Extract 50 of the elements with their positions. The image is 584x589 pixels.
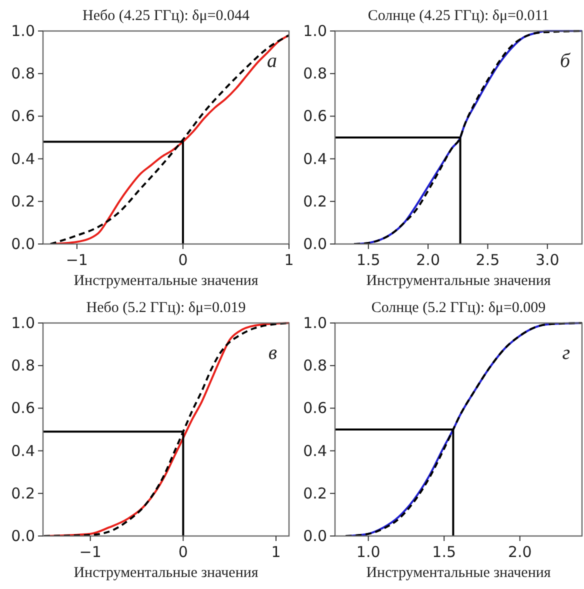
x-axis-title: Инструментальные значения: [366, 273, 551, 289]
annotation: в: [268, 342, 278, 364]
chart-title: Небо (5.2 ГГц): δμ=0.019: [86, 300, 246, 316]
y-tick-label: 1.0: [11, 22, 35, 40]
y-tick-label: 0.4: [303, 150, 327, 168]
y-tick-label: 0.8: [11, 64, 35, 83]
y-tick-label: 0.0: [303, 527, 327, 545]
annotation: б: [560, 50, 571, 72]
y-tick-label: 0.6: [11, 107, 35, 126]
y-tick-label: 0.4: [303, 442, 327, 460]
y-tick-label: 0.2: [303, 192, 327, 210]
x-axis-title: Инструментальные значения: [74, 565, 258, 581]
x-tick-label: 1: [271, 543, 281, 561]
y-tick-label: 0.8: [11, 356, 35, 375]
y-tick-label: 0.8: [303, 64, 327, 83]
y-tick-label: 0.0: [11, 527, 35, 545]
y-tick-label: 0.6: [303, 107, 327, 126]
y-tick-label: 0.8: [303, 356, 327, 375]
y-tick-label: 0.6: [303, 399, 327, 418]
x-tick-label: 0: [178, 251, 188, 269]
x-tick-label: 0: [178, 543, 188, 561]
annotation: г: [562, 342, 570, 364]
x-tick-label: 2.0: [508, 543, 532, 561]
x-tick-label: 2.0: [416, 251, 440, 269]
chart-title: Небо (4.25 ГГц): δμ=0.044: [82, 8, 250, 24]
x-tick-label: 3.0: [535, 251, 560, 269]
y-tick-label: 0.0: [11, 235, 35, 253]
y-tick-label: 0.4: [11, 442, 35, 460]
y-tick-label: 1.0: [303, 314, 327, 332]
x-tick-label: −1: [66, 251, 88, 269]
line-series: [43, 322, 289, 536]
x-tick-label: 1.5: [356, 251, 380, 269]
y-tick-label: 0.2: [11, 192, 35, 210]
annotation: а: [267, 50, 277, 72]
x-tick-label: −1: [79, 543, 102, 561]
y-tick-label: 0.4: [11, 150, 35, 168]
x-axis-title: Инструментальные значения: [74, 273, 258, 289]
chart-title: Солнце (5.2 ГГц): δμ=0.009: [371, 300, 546, 316]
x-axis-title: Инструментальные значения: [366, 565, 551, 581]
y-tick-label: 0.0: [303, 235, 327, 253]
y-tick-label: 0.2: [11, 484, 35, 502]
y-tick-label: 1.0: [303, 22, 327, 40]
x-tick-label: 1: [284, 251, 294, 269]
x-tick-label: 1.0: [356, 543, 380, 561]
chart-title: Солнце (4.25 ГГц): δμ=0.011: [368, 8, 550, 24]
x-tick-label: 2.5: [476, 251, 500, 269]
y-tick-label: 0.6: [11, 399, 35, 418]
y-tick-label: 0.2: [303, 484, 327, 502]
y-tick-label: 1.0: [11, 314, 35, 332]
x-tick-label: 1.5: [432, 543, 456, 561]
